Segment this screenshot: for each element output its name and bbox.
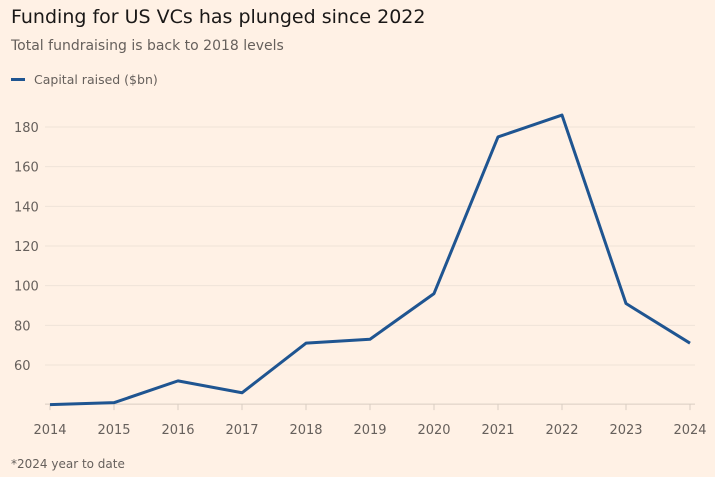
x-tick-label: 2015 (97, 423, 130, 438)
y-tick-label: 160 (14, 161, 39, 176)
footnote: *2024 year to date (11, 457, 125, 471)
series-line-capital-raised (49, 113, 691, 407)
x-tick-label: 2017 (225, 423, 258, 438)
x-tick-label: 2019 (353, 423, 386, 438)
x-tick-label: 2020 (417, 423, 450, 438)
y-tick-label: 180 (14, 121, 39, 136)
y-tick-label: 100 (14, 280, 39, 295)
x-tick-label: 2018 (289, 423, 322, 438)
legend-swatch (11, 78, 25, 81)
x-tick-label: 2023 (609, 423, 642, 438)
x-tick-label: 2014 (33, 423, 66, 438)
chart-title: Funding for US VCs has plunged since 202… (11, 6, 426, 28)
y-tick-label: 80 (14, 319, 31, 334)
x-tick-label: 2021 (481, 423, 514, 438)
y-tick-label: 120 (14, 240, 39, 255)
legend-label: Capital raised ($bn) (34, 72, 158, 87)
legend: Capital raised ($bn) (11, 72, 158, 87)
y-tick-label: 140 (14, 200, 39, 215)
y-tick-label: 60 (14, 359, 31, 374)
x-tick-label: 2016 (161, 423, 194, 438)
x-tick-label: 2022 (545, 423, 578, 438)
x-tick-label: 2024 (673, 423, 706, 438)
chart-subtitle: Total fundraising is back to 2018 levels (11, 38, 284, 54)
